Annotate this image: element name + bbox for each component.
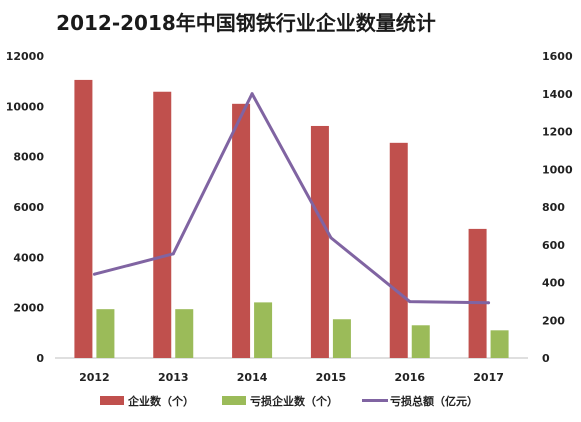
bar-enterprise-count [310,125,329,358]
right-y-axis: 0 200 400 600 800 1000 1200 1400 1600 [542,50,573,365]
legend-swatch [222,396,246,405]
bar-enterprise-count [153,91,172,358]
bar-enterprise-count [74,79,93,359]
bar-loss-enterprise-count [96,309,115,358]
bar-enterprise-count [389,142,408,358]
right-tick-label: 400 [542,277,565,290]
legend: 企业数（个） 亏损企业数（个） 亏损总额（亿元） [100,394,478,408]
line-total-loss [94,92,489,305]
line-point [92,272,96,276]
line-point [171,252,175,256]
right-tick-label: 600 [542,239,565,252]
x-tick-label: 2017 [473,371,504,384]
x-axis-ticks: 2012 2013 2014 2015 2016 2017 [79,371,504,384]
legend-label: 企业数（个） [127,394,194,408]
bar-series [74,79,509,359]
line-point [408,300,412,304]
left-tick-label: 6000 [13,201,44,214]
bar-loss-enterprise-count [254,302,273,358]
bar-loss-enterprise-count [490,330,509,358]
chart-title: 2012-2018年中国钢铁行业企业数量统计 [56,11,436,35]
right-tick-label: 1600 [542,50,573,63]
right-tick-label: 800 [542,201,565,214]
bar-enterprise-count [232,103,251,358]
left-tick-label: 4000 [13,251,44,264]
left-tick-label: 8000 [13,151,44,164]
legend-label: 亏损总额（亿元） [390,394,478,408]
right-tick-label: 0 [542,352,550,365]
bar-loss-enterprise-count [411,325,430,358]
line-point [487,301,491,305]
line-point [329,236,333,240]
line-point [250,92,254,96]
right-tick-label: 1000 [542,163,573,176]
bar-loss-enterprise-count [175,309,194,358]
bar-enterprise-count [468,228,487,358]
legend-swatch [100,396,124,405]
left-tick-label: 0 [36,352,44,365]
x-tick-label: 2012 [79,371,110,384]
right-tick-label: 200 [542,314,565,327]
right-tick-label: 1200 [542,126,573,139]
left-y-axis: 0 2000 4000 6000 8000 10000 12000 [6,50,45,365]
left-tick-label: 12000 [6,50,45,63]
bar-loss-enterprise-count [332,319,351,358]
left-tick-label: 10000 [6,100,45,113]
left-tick-label: 2000 [13,302,44,315]
x-tick-label: 2015 [316,371,347,384]
line-series [92,92,491,305]
x-tick-label: 2016 [394,371,425,384]
legend-label: 亏损企业数（个） [250,394,338,408]
right-tick-label: 1400 [542,88,573,101]
x-tick-label: 2014 [237,371,268,384]
x-tick-label: 2013 [158,371,189,384]
